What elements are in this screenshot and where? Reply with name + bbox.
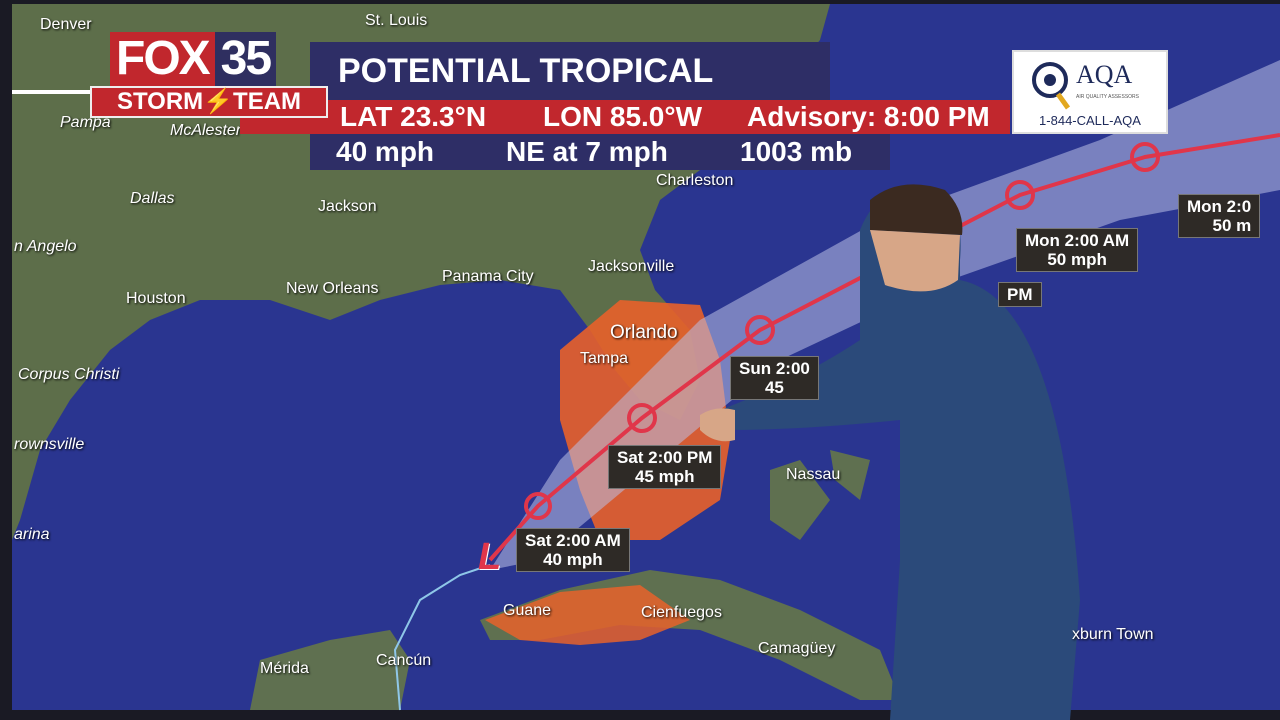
city-label: Jackson	[318, 198, 377, 215]
warning-area-cuba	[485, 585, 690, 645]
city-label: Panama City	[442, 268, 534, 285]
max-wind: 40 mph	[336, 136, 435, 167]
city-label: McAlester	[170, 122, 242, 139]
city-label: Cienfuegos	[641, 604, 722, 621]
track-point	[745, 315, 775, 345]
land-yucatan	[250, 630, 410, 710]
city-label: Charleston	[656, 172, 734, 189]
track-point	[627, 403, 657, 433]
fox35-storm-team-logo: FOX 35 STORM⚡TEAM	[90, 32, 330, 120]
low-pressure-marker: L	[478, 536, 502, 578]
city-label: Denver	[40, 16, 92, 33]
track-point	[524, 492, 552, 520]
city-label: St. Louis	[365, 12, 428, 29]
city-label: Camagüey	[758, 640, 836, 657]
city-label: Cancún	[376, 652, 432, 669]
city-label: rownsville	[14, 436, 85, 453]
city-label: xburn Town	[1072, 626, 1154, 643]
city-label: Jacksonville	[588, 258, 675, 275]
banner-title: POTENTIAL TROPICAL SYSTEM	[310, 42, 830, 148]
city-label: New Orleans	[286, 280, 379, 297]
city-label: arina	[14, 526, 50, 543]
city-label: Tampa	[580, 350, 629, 367]
past-track	[393, 564, 491, 711]
city-label: Mérida	[260, 660, 309, 677]
forecast-label: Sat 2:00 AM 40 mph	[516, 528, 630, 572]
divider	[12, 90, 92, 94]
forecast-cone	[490, 60, 1280, 570]
presenter	[700, 184, 1080, 720]
pressure: 1003 mb	[740, 136, 853, 167]
longitude: LON 85.0°W	[543, 101, 703, 132]
advisory-time: Advisory: 8:00 PM	[747, 101, 990, 132]
movement: NE at 7 mph	[506, 136, 668, 167]
banner-stats-bar: 40 mph NE at 7 mph 1003 mb	[310, 134, 890, 170]
forecast-label: Sun 2:00 45	[730, 356, 819, 400]
city-label: Nassau	[786, 466, 841, 483]
forecast-label: Sat 2:00 PM 45 mph	[608, 445, 722, 489]
city-label: Houston	[126, 290, 186, 307]
city-label: n Angelo	[14, 238, 77, 255]
forecast-label: PM	[998, 282, 1042, 307]
banner-position-bar: LAT 23.3°N LON 85.0°W Advisory: 8:00 PM	[240, 100, 1010, 134]
forecast-track	[488, 133, 1280, 562]
magnifier-icon	[1032, 62, 1071, 110]
sponsor-logo: AQA AIR QUALITY ASSESSORS 1-844-CALL-AQA	[1012, 50, 1168, 134]
forecast-label: Mon 2:0 50 m	[1178, 194, 1261, 238]
track-points	[524, 142, 1160, 520]
forecast-label: Mon 2:00 AM 50 mph	[1016, 228, 1139, 272]
track-point	[1005, 180, 1035, 210]
city-label: Dallas	[130, 190, 175, 207]
land-bahamas	[770, 450, 870, 540]
city-label: Guane	[503, 602, 552, 619]
city-label: Pampa	[60, 114, 111, 131]
latitude: LAT 23.3°N	[340, 101, 487, 132]
track-point	[1130, 142, 1160, 172]
city-label: Corpus Christi	[18, 366, 120, 383]
city-label: Orlando	[610, 322, 678, 343]
